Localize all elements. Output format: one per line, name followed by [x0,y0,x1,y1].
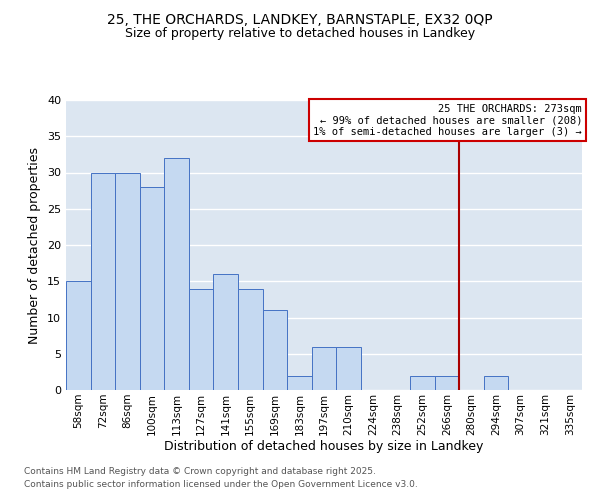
Bar [115,172,140,390]
Bar [164,158,189,390]
Bar [214,274,238,390]
Bar [287,376,312,390]
Text: Contains public sector information licensed under the Open Government Licence v3: Contains public sector information licen… [24,480,418,489]
Bar [434,376,459,390]
Bar [91,172,115,390]
Text: Contains HM Land Registry data © Crown copyright and database right 2025.: Contains HM Land Registry data © Crown c… [24,467,376,476]
Text: 25, THE ORCHARDS, LANDKEY, BARNSTAPLE, EX32 0QP: 25, THE ORCHARDS, LANDKEY, BARNSTAPLE, E… [107,12,493,26]
Bar [238,288,263,390]
Bar [140,187,164,390]
Bar [484,376,508,390]
Text: 25 THE ORCHARDS: 273sqm
← 99% of detached houses are smaller (208)
1% of semi-de: 25 THE ORCHARDS: 273sqm ← 99% of detache… [313,104,582,137]
Bar [66,281,91,390]
Text: Size of property relative to detached houses in Landkey: Size of property relative to detached ho… [125,28,475,40]
Bar [312,346,336,390]
X-axis label: Distribution of detached houses by size in Landkey: Distribution of detached houses by size … [164,440,484,454]
Bar [336,346,361,390]
Y-axis label: Number of detached properties: Number of detached properties [28,146,41,344]
Bar [263,310,287,390]
Bar [410,376,434,390]
Bar [189,288,214,390]
